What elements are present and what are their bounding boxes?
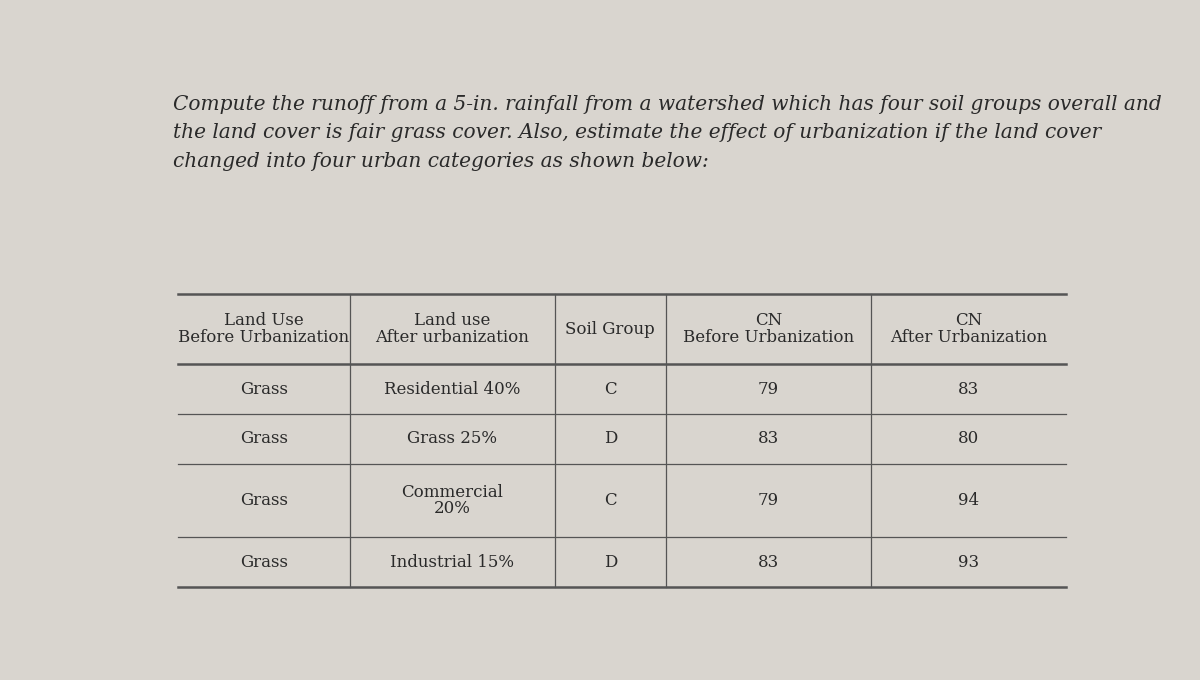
Text: Grass: Grass (240, 430, 288, 447)
Text: 93: 93 (958, 554, 979, 571)
Text: Grass 25%: Grass 25% (407, 430, 497, 447)
Text: Commercial: Commercial (401, 483, 503, 500)
Text: Before Urbanization: Before Urbanization (179, 329, 349, 346)
Text: 83: 83 (758, 430, 779, 447)
Text: 20%: 20% (434, 500, 470, 517)
Text: 83: 83 (758, 554, 779, 571)
Text: C: C (604, 381, 617, 398)
Text: Before Urbanization: Before Urbanization (683, 329, 854, 346)
Text: the land cover is fair grass cover. Also, estimate the effect of urbanization if: the land cover is fair grass cover. Also… (173, 124, 1102, 143)
Text: 80: 80 (958, 430, 979, 447)
Text: Grass: Grass (240, 492, 288, 509)
Text: After Urbanization: After Urbanization (889, 329, 1048, 346)
Text: Industrial 15%: Industrial 15% (390, 554, 515, 571)
Text: CN: CN (755, 311, 782, 328)
Text: C: C (604, 492, 617, 509)
Text: 94: 94 (958, 492, 979, 509)
Text: Grass: Grass (240, 381, 288, 398)
Text: Land Use: Land Use (224, 311, 304, 328)
Text: 79: 79 (758, 492, 779, 509)
Text: Residential 40%: Residential 40% (384, 381, 521, 398)
Text: Land use: Land use (414, 311, 491, 328)
Text: Soil Group: Soil Group (565, 320, 655, 337)
Text: D: D (604, 430, 617, 447)
Text: CN: CN (955, 311, 982, 328)
Text: changed into four urban categories as shown below:: changed into four urban categories as sh… (173, 152, 709, 171)
Text: 83: 83 (958, 381, 979, 398)
Text: Compute the runoff from a 5-in. rainfall from a watershed which has four soil gr: Compute the runoff from a 5-in. rainfall… (173, 95, 1162, 114)
Text: Grass: Grass (240, 554, 288, 571)
Text: 79: 79 (758, 381, 779, 398)
Text: After urbanization: After urbanization (376, 329, 529, 346)
Text: D: D (604, 554, 617, 571)
